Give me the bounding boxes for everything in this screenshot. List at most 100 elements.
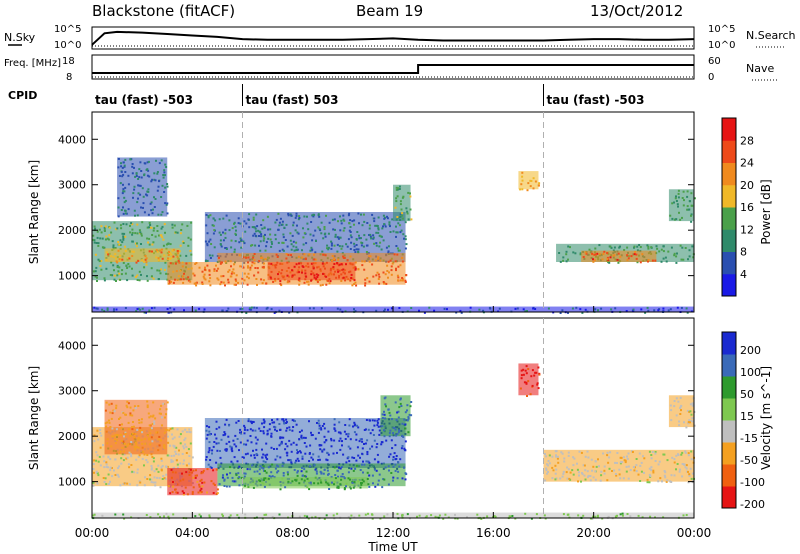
velocity-cell (480, 517, 483, 520)
velocity-cell (693, 424, 696, 427)
velocity-cell (323, 441, 326, 444)
power-cell (384, 273, 387, 276)
velocity-cell (165, 512, 168, 515)
power-cell (520, 183, 523, 186)
velocity-cell (652, 471, 655, 474)
power-cell (636, 245, 639, 248)
velocity-cell (352, 425, 354, 428)
velocity-cell (161, 465, 164, 467)
velocity-cell (177, 453, 180, 456)
power-cell (213, 269, 216, 272)
power-cell (252, 216, 255, 219)
velocity-cell (354, 467, 357, 470)
velocity-cell (276, 464, 278, 467)
velocity-ylabel: Slant Range [km] (27, 366, 41, 470)
velocity-cell (178, 449, 180, 452)
velocity-cell (679, 396, 682, 399)
power-cell (321, 250, 324, 253)
velocity-colorbar-swatch (722, 332, 736, 355)
power-cell (378, 245, 381, 248)
velocity-cell (150, 465, 153, 467)
velocity-cell (250, 422, 253, 425)
velocity-cell (391, 447, 394, 450)
power-ytick-label: 2000 (58, 224, 86, 237)
power-cell (194, 309, 197, 312)
power-cell (677, 205, 679, 208)
power-cell (290, 248, 293, 251)
velocity-cell (296, 471, 299, 474)
x-axis-label: Time UT (367, 540, 418, 554)
power-cell (124, 245, 126, 248)
velocity-cell (117, 434, 120, 437)
velocity-cell (142, 450, 145, 453)
velocity-cell (243, 428, 246, 431)
velocity-colorbar-frame (721, 331, 737, 509)
power-cell (190, 221, 193, 224)
velocity-cell (145, 514, 148, 516)
power-cell (150, 201, 153, 204)
velocity-cell (629, 469, 632, 471)
power-cell (261, 256, 264, 259)
power-cell (428, 306, 431, 309)
power-cell (410, 307, 413, 309)
power-cell (693, 197, 696, 200)
power-cell (305, 242, 308, 245)
velocity-cell (237, 472, 240, 475)
power-cell (259, 240, 262, 243)
velocity-cell (287, 459, 290, 462)
velocity-cell (619, 456, 622, 459)
power-cell (201, 283, 204, 285)
power-cell (274, 264, 277, 267)
power-cell (293, 265, 296, 268)
velocity-cell (170, 468, 173, 471)
velocity-cell (114, 474, 117, 476)
cpid-segment-label: tau (fast) 503 (246, 93, 339, 107)
velocity-cell (347, 471, 350, 474)
velocity-cell (404, 440, 407, 443)
velocity-cell (185, 445, 188, 448)
velocity-cell (392, 479, 394, 482)
velocity-cell (607, 461, 610, 464)
velocity-cell (208, 515, 211, 518)
velocity-cell (330, 439, 333, 442)
power-cell (217, 278, 220, 281)
velocity-cell (547, 460, 550, 462)
power-cell (134, 276, 137, 278)
power-cell (290, 243, 293, 246)
power-cell (176, 250, 179, 252)
velocity-cell (374, 485, 377, 488)
power-cell (368, 224, 371, 227)
power-cell (256, 225, 259, 228)
velocity-cell (263, 513, 266, 516)
power-cell (160, 268, 163, 271)
power-cell (677, 196, 680, 199)
power-cell (182, 278, 185, 281)
power-cell (357, 212, 360, 215)
power-cell (174, 231, 177, 234)
velocity-cell (243, 472, 246, 475)
power-cell (307, 283, 310, 286)
power-cell (670, 246, 673, 249)
velocity-cell (366, 478, 369, 480)
power-cell (665, 260, 668, 263)
velocity-cell (632, 466, 635, 468)
power-cell (255, 306, 258, 309)
power-cell (245, 222, 248, 225)
velocity-cell (355, 464, 358, 467)
power-cell (675, 195, 677, 198)
power-cell (162, 176, 165, 179)
velocity-cell (286, 445, 289, 448)
velocity-cell (264, 454, 267, 457)
power-cell (100, 268, 103, 271)
power-cell (208, 273, 211, 276)
power-cell (325, 214, 327, 217)
power-cell (332, 228, 335, 231)
velocity-cell (325, 439, 328, 441)
power-cell (310, 221, 313, 223)
velocity-cell (123, 435, 125, 438)
velocity-cell (627, 452, 630, 455)
velocity-cell (247, 418, 250, 421)
power-cell (153, 306, 156, 309)
velocity-cell (287, 480, 290, 483)
velocity-cell (567, 454, 570, 457)
